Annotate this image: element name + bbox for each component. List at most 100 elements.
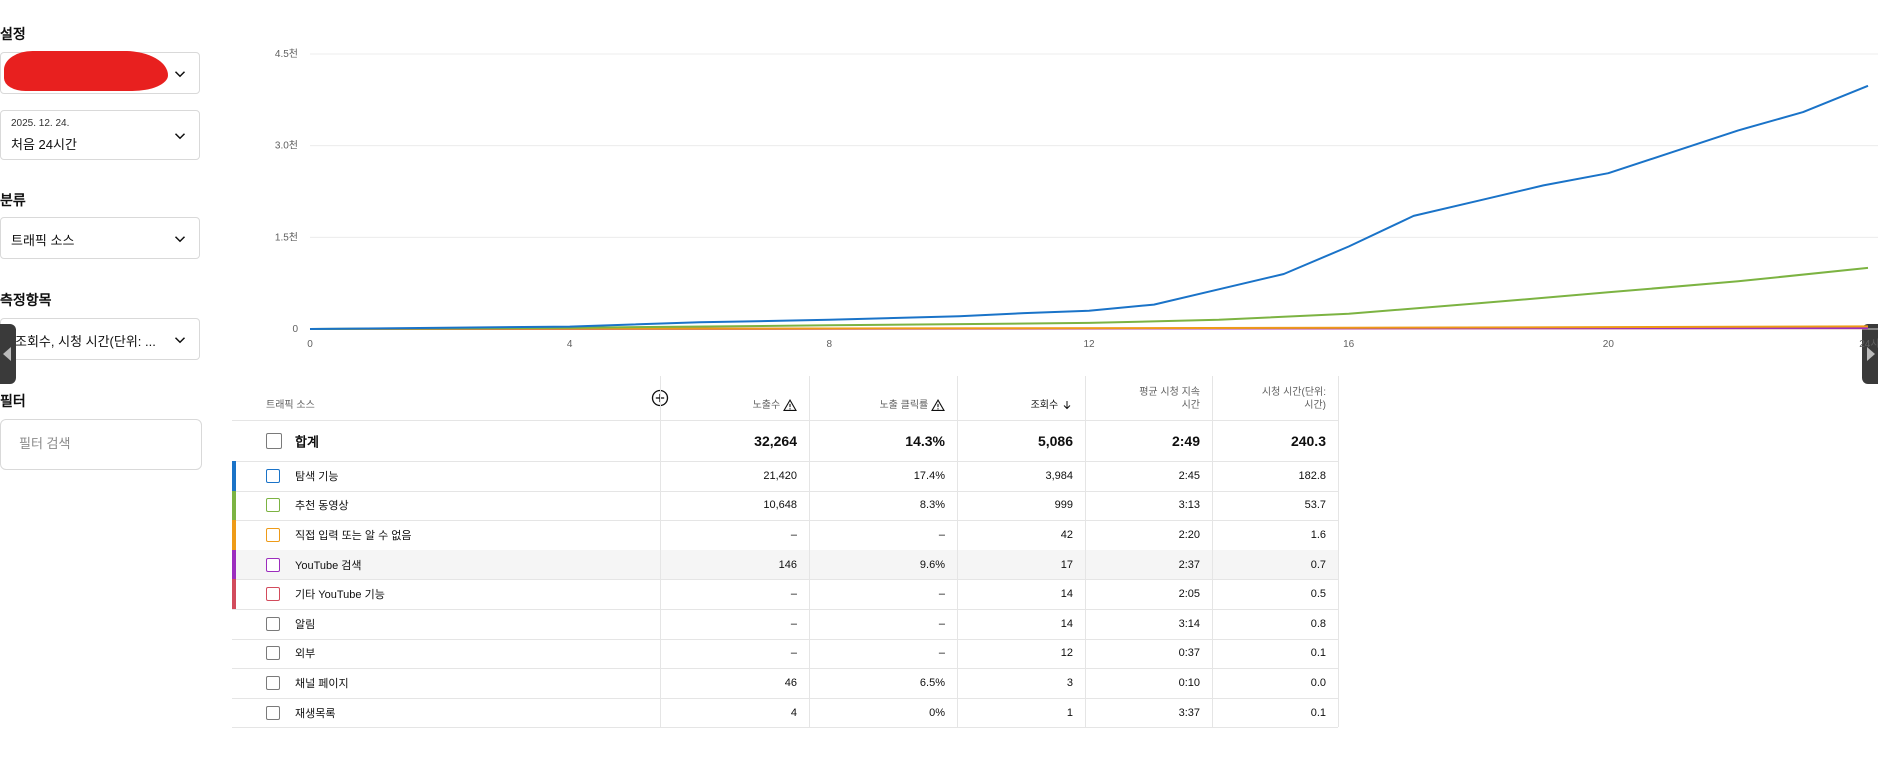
avg-cell: 0:10 <box>1085 668 1212 698</box>
views-value: 1 <box>1066 706 1073 719</box>
chevron-down-icon <box>174 133 186 140</box>
views-cell: 42 <box>957 520 1085 550</box>
source-cell: 기타 YouTube 기능 <box>232 579 660 609</box>
views-cell: 14 <box>957 579 1085 609</box>
header-impressions[interactable]: 노출수 <box>660 376 809 420</box>
row-checkbox[interactable] <box>266 616 280 631</box>
header-views[interactable]: 조회수 <box>957 376 1085 420</box>
redacted-channel-name <box>4 51 168 91</box>
filter-label: 필터 <box>0 393 26 409</box>
table-row[interactable]: 탐색 기능 21,420 17.4% 3,984 2:45 182.8 <box>232 461 1339 492</box>
source-cell: 추천 동영상 <box>232 491 660 521</box>
impressions-value: – <box>790 647 797 660</box>
x-tick-label: 4 <box>567 339 573 350</box>
series-line-1 <box>309 266 1869 330</box>
ctr-cell: – <box>809 520 957 550</box>
impressions-cell: 10,648 <box>660 490 809 521</box>
impressions-value: 32,264 <box>754 432 797 449</box>
category-dropdown[interactable]: 트래픽 소스 <box>0 217 200 259</box>
watch-value: 53.7 <box>1304 499 1326 512</box>
settings-label: 설정 <box>0 26 26 42</box>
total-row[interactable]: 합계 32,264 14.3% 5,086 2:49 240.3 <box>232 420 1339 462</box>
views-cell: 17 <box>957 549 1085 580</box>
watch-value: 0.1 <box>1310 706 1326 719</box>
source-name: 알림 <box>295 618 316 631</box>
source-cell: 탐색 기능 <box>232 461 660 491</box>
table-row[interactable]: 기타 YouTube 기능 – – 14 2:05 0.5 <box>232 579 1339 610</box>
avg-cell: 2:20 <box>1085 520 1212 550</box>
date-range-dropdown[interactable]: 2025. 12. 24. 처음 24시간 <box>0 110 200 160</box>
impressions-cell: – <box>660 638 809 669</box>
x-tick-label: 24시간 <box>1859 338 1878 350</box>
watch-value: 182.8 <box>1298 469 1326 482</box>
row-checkbox[interactable] <box>266 432 282 449</box>
impressions-cell: 4 <box>660 697 809 728</box>
metrics-dropdown[interactable]: 조회수, 시청 시간(단위: ... <box>0 318 200 360</box>
source-name: 탐색 기능 <box>295 470 339 483</box>
table-row[interactable]: 채널 페이지 46 6.5% 3 0:10 0.0 <box>232 668 1339 699</box>
impressions-value: – <box>790 588 797 601</box>
watch-cell: 0.5 <box>1212 579 1339 609</box>
ctr-value: 8.3% <box>919 499 945 512</box>
row-checkbox[interactable] <box>266 498 280 513</box>
avg-value: 2:05 <box>1178 588 1200 601</box>
filter-box <box>0 419 202 470</box>
watch-value: 1.6 <box>1310 528 1326 541</box>
row-checkbox[interactable] <box>266 646 280 661</box>
watch-value: 0.8 <box>1310 617 1326 630</box>
row-checkbox[interactable] <box>266 705 280 720</box>
watch-cell: 53.7 <box>1212 490 1339 521</box>
row-checkbox[interactable] <box>266 675 280 690</box>
avg-cell: 2:37 <box>1085 549 1212 580</box>
avg-cell: 0:37 <box>1085 638 1212 669</box>
collapse-sidebar-handle[interactable] <box>0 324 16 384</box>
warning-icon <box>931 399 945 412</box>
ctr-cell: – <box>809 638 957 669</box>
avg-value: 2:20 <box>1178 528 1200 541</box>
avg-value: 0:37 <box>1178 647 1200 660</box>
date-range-value: 처음 24시간 <box>11 137 77 152</box>
table-row[interactable]: 직접 입력 또는 알 수 없음 – – 42 2:20 1.6 <box>232 520 1339 551</box>
watch-value: 0.0 <box>1310 676 1326 689</box>
row-checkbox[interactable] <box>266 527 280 542</box>
table-header: 트래픽 소스 노출수 노출 클릭률 조회수 평균 시청 지속 시간 시청 시간(단… <box>232 376 1339 421</box>
avg-cell: 2:05 <box>1085 579 1212 609</box>
series-color-bar <box>232 549 236 580</box>
ctr-value: 9.6% <box>919 558 945 571</box>
ctr-cell: 6.5% <box>809 668 957 698</box>
expand-panel-handle[interactable] <box>1862 324 1878 384</box>
views-value: 3 <box>1066 676 1073 689</box>
row-checkbox[interactable] <box>266 587 280 602</box>
source-cell: 합계 <box>232 420 660 461</box>
filter-search-input[interactable] <box>17 435 191 452</box>
ctr-value: – <box>938 617 945 630</box>
table-row[interactable]: 추천 동영상 10,648 8.3% 999 3:13 53.7 <box>232 490 1339 522</box>
header-ctr[interactable]: 노출 클릭률 <box>809 376 957 420</box>
sidebar: 설정 2025. 12. 24. 처음 24시간 분류 트래픽 소스 측정항목 … <box>0 0 204 768</box>
views-cell: 3 <box>957 668 1085 698</box>
table-row[interactable]: 재생목록 4 0% 1 3:37 0.1 <box>232 697 1339 729</box>
impressions-cell: 46 <box>660 668 809 698</box>
table-row[interactable]: 외부 – – 12 0:37 0.1 <box>232 638 1339 670</box>
row-checkbox[interactable] <box>266 468 280 483</box>
header-avg-duration[interactable]: 평균 시청 지속 시간 <box>1085 376 1212 420</box>
table-row[interactable]: YouTube 검색 146 9.6% 17 2:37 0.7 <box>232 549 1339 581</box>
views-value: 999 <box>1054 499 1073 512</box>
impressions-value: 4 <box>790 706 797 719</box>
watch-cell: 0.8 <box>1212 609 1339 639</box>
y-tick-label: 4.5천 <box>275 48 298 60</box>
source-name: 추천 동영상 <box>295 500 349 513</box>
series-color-bar <box>232 461 236 491</box>
views-value: 17 <box>1060 558 1073 571</box>
avg-value: 3:13 <box>1178 499 1200 512</box>
impressions-cell: – <box>660 609 809 639</box>
watch-cell: 182.8 <box>1212 461 1339 491</box>
series-color-bar <box>232 490 236 521</box>
ctr-value: 17.4% <box>913 469 945 482</box>
ctr-value: – <box>938 528 945 541</box>
impressions-value: 21,420 <box>763 469 797 482</box>
views-cell: 3,984 <box>957 461 1085 491</box>
row-checkbox[interactable] <box>266 557 280 572</box>
table-row[interactable]: 알림 – – 14 3:14 0.8 <box>232 609 1339 640</box>
header-watch-time[interactable]: 시청 시간(단위: 시간) <box>1212 376 1339 420</box>
